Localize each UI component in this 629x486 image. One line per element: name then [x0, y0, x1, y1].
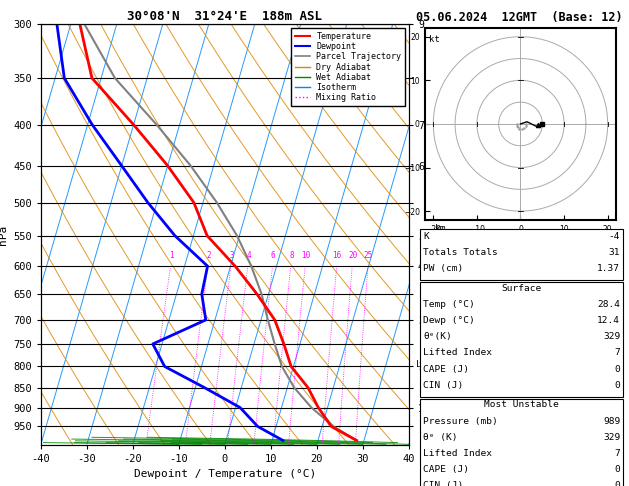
Text: 0: 0	[615, 381, 620, 390]
Text: PW (cm): PW (cm)	[423, 264, 464, 273]
Legend: Temperature, Dewpoint, Parcel Trajectory, Dry Adiabat, Wet Adiabat, Isotherm, Mi: Temperature, Dewpoint, Parcel Trajectory…	[291, 29, 404, 105]
Text: 0: 0	[615, 481, 620, 486]
Text: 6: 6	[271, 251, 276, 260]
Title: 30°08'N  31°24'E  188m ASL: 30°08'N 31°24'E 188m ASL	[127, 10, 323, 23]
Text: 25: 25	[364, 251, 373, 260]
Text: 2: 2	[206, 251, 211, 260]
Text: 31: 31	[609, 248, 620, 257]
Text: Pressure (mb): Pressure (mb)	[423, 417, 498, 426]
Text: 0: 0	[615, 465, 620, 474]
Text: 10: 10	[301, 251, 310, 260]
Y-axis label: km
ASL: km ASL	[431, 224, 449, 245]
Y-axis label: hPa: hPa	[0, 225, 8, 244]
Text: 1.37: 1.37	[597, 264, 620, 273]
Text: Dewp (°C): Dewp (°C)	[423, 316, 475, 326]
Text: CAPE (J): CAPE (J)	[423, 465, 469, 474]
Text: K: K	[423, 232, 429, 241]
Text: 0: 0	[615, 364, 620, 374]
Text: CAPE (J): CAPE (J)	[423, 364, 469, 374]
Text: 7: 7	[615, 348, 620, 358]
Text: 12.4: 12.4	[597, 316, 620, 326]
Text: 3: 3	[229, 251, 234, 260]
Text: θᵉ(K): θᵉ(K)	[423, 332, 452, 342]
Text: 4: 4	[246, 251, 251, 260]
Text: Totals Totals: Totals Totals	[423, 248, 498, 257]
Text: -4: -4	[609, 232, 620, 241]
Text: Lifted Index: Lifted Index	[423, 449, 493, 458]
Text: 05.06.2024  12GMT  (Base: 12): 05.06.2024 12GMT (Base: 12)	[416, 11, 623, 24]
Text: 8: 8	[289, 251, 294, 260]
Text: 989: 989	[603, 417, 620, 426]
Text: 16: 16	[333, 251, 342, 260]
Text: 20: 20	[348, 251, 357, 260]
Text: 329: 329	[603, 433, 620, 442]
Text: LCL: LCL	[416, 360, 432, 369]
Text: 28.4: 28.4	[597, 300, 620, 310]
Text: θᵉ (K): θᵉ (K)	[423, 433, 458, 442]
Text: CIN (J): CIN (J)	[423, 381, 464, 390]
Text: Surface: Surface	[502, 284, 542, 294]
Text: 1: 1	[169, 251, 174, 260]
Text: Most Unstable: Most Unstable	[484, 400, 559, 410]
Text: kt: kt	[429, 35, 440, 44]
Text: Temp (°C): Temp (°C)	[423, 300, 475, 310]
Text: CIN (J): CIN (J)	[423, 481, 464, 486]
Text: 329: 329	[603, 332, 620, 342]
Text: Lifted Index: Lifted Index	[423, 348, 493, 358]
X-axis label: Dewpoint / Temperature (°C): Dewpoint / Temperature (°C)	[134, 469, 316, 479]
Text: 7: 7	[615, 449, 620, 458]
